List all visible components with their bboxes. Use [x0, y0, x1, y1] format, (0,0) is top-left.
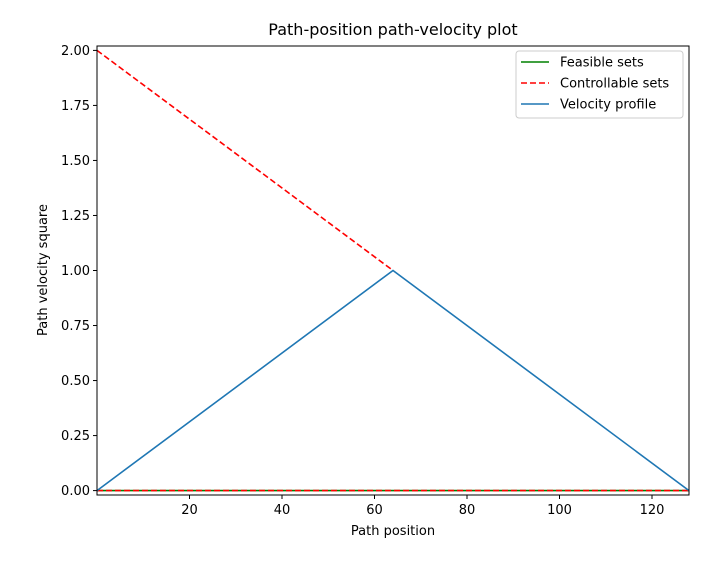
y-tick-label: 0.25 [61, 429, 90, 444]
x-tick-label: 80 [459, 503, 476, 518]
legend-box [515, 50, 684, 119]
y-tick-label: 1.75 [61, 99, 90, 114]
plot-area: 20 40 60 80 100 120 0.00 0.25 0.50 0.75 1.00 1.25 1… [61, 44, 690, 518]
series-layer [96, 49, 690, 492]
series-line-velocity-profile [96, 269, 690, 492]
x-axis-ticks: 20 40 60 80 100 120 [181, 495, 664, 518]
y-tick-label: 0.00 [61, 484, 90, 499]
x-tick-label: 120 [640, 503, 665, 518]
y-tick-label: 1.00 [61, 264, 90, 279]
y-tick-label: 2.00 [61, 44, 90, 59]
y-tick-label: 0.50 [61, 374, 90, 389]
legend-label: Velocity profile [560, 98, 656, 113]
chart-title: Path-position path-velocity plot [268, 20, 517, 39]
series-line-controllable-sets [96, 49, 394, 272]
legend-label: Feasible sets [560, 56, 644, 71]
x-axis-label: Path position [351, 524, 435, 539]
x-tick-label: 20 [181, 503, 198, 518]
y-axis-ticks: 0.00 0.25 0.50 0.75 1.00 1.25 1.50 1.75 2.00 [61, 44, 97, 499]
legend: Feasible sets Controllable sets Velocity p… [515, 50, 684, 119]
y-tick-label: 0.75 [61, 319, 90, 334]
x-tick-label: 100 [547, 503, 572, 518]
y-tick-label: 1.50 [61, 154, 90, 169]
legend-label: Controllable sets [560, 77, 669, 92]
axes-frame [96, 45, 690, 496]
x-tick-label: 60 [366, 503, 383, 518]
y-axis-label: Path velocity square [36, 204, 51, 336]
x-tick-label: 40 [274, 503, 291, 518]
y-tick-label: 1.25 [61, 209, 90, 224]
